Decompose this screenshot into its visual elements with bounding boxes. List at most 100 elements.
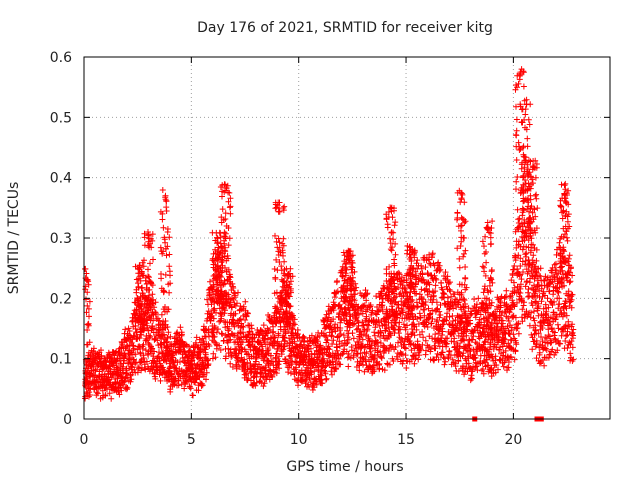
data-point bbox=[228, 303, 235, 310]
data-point bbox=[397, 326, 404, 333]
data-point bbox=[121, 357, 128, 364]
data-point bbox=[501, 329, 508, 336]
data-point bbox=[159, 210, 166, 217]
data-point bbox=[507, 344, 514, 351]
data-point bbox=[568, 304, 575, 311]
data-point bbox=[556, 284, 563, 291]
data-point bbox=[566, 252, 573, 259]
data-point bbox=[84, 289, 91, 296]
data-point bbox=[567, 278, 574, 285]
data-point bbox=[392, 240, 399, 247]
y-tick-label: 0.4 bbox=[50, 171, 72, 187]
data-point bbox=[427, 346, 434, 353]
data-point bbox=[526, 322, 533, 329]
data-point bbox=[423, 347, 429, 354]
data-point bbox=[408, 331, 415, 338]
data-point bbox=[307, 345, 314, 352]
data-point bbox=[404, 270, 411, 277]
data-point bbox=[462, 247, 469, 254]
data-point bbox=[405, 335, 412, 341]
data-point bbox=[540, 346, 547, 353]
data-point bbox=[213, 229, 220, 236]
data-point bbox=[433, 307, 440, 313]
data-point bbox=[459, 281, 465, 288]
data-point bbox=[458, 222, 465, 229]
data-point bbox=[484, 219, 491, 226]
data-point bbox=[433, 299, 440, 306]
data-point bbox=[480, 264, 487, 271]
data-point bbox=[460, 234, 467, 241]
data-point bbox=[345, 247, 352, 254]
data-point bbox=[84, 327, 91, 333]
data-point bbox=[291, 321, 298, 328]
data-point bbox=[163, 338, 170, 345]
data-point bbox=[563, 333, 569, 339]
data-point bbox=[319, 380, 326, 387]
data-point bbox=[462, 286, 469, 293]
data-point bbox=[533, 337, 540, 344]
data-point bbox=[570, 332, 577, 339]
data-point bbox=[520, 195, 527, 202]
data-point bbox=[560, 225, 567, 232]
data-point bbox=[512, 86, 519, 93]
data-point bbox=[167, 363, 174, 370]
data-point bbox=[243, 370, 250, 377]
data-point bbox=[570, 326, 577, 333]
data-point bbox=[467, 347, 474, 354]
data-point bbox=[129, 351, 135, 358]
data-point bbox=[328, 333, 335, 340]
data-point bbox=[330, 316, 337, 323]
data-point bbox=[513, 143, 520, 150]
data-point bbox=[418, 262, 425, 269]
data-point bbox=[390, 311, 397, 318]
data-point bbox=[391, 256, 398, 263]
data-point bbox=[218, 274, 225, 280]
data-point bbox=[419, 328, 426, 335]
data-point bbox=[225, 266, 232, 273]
data-point bbox=[408, 347, 415, 354]
data-point bbox=[437, 266, 444, 273]
data-point bbox=[238, 320, 245, 327]
data-point bbox=[333, 365, 340, 372]
data-point bbox=[225, 198, 232, 205]
data-point bbox=[509, 297, 516, 304]
data-point bbox=[227, 210, 234, 217]
data-point bbox=[317, 377, 324, 384]
data-point bbox=[200, 323, 207, 330]
data-point bbox=[502, 336, 509, 343]
data-point bbox=[553, 251, 560, 258]
data-point bbox=[164, 229, 171, 235]
data-point bbox=[436, 308, 443, 315]
data-point bbox=[533, 257, 540, 264]
data-point bbox=[147, 260, 153, 267]
data-point bbox=[278, 289, 285, 296]
data-point bbox=[314, 338, 321, 345]
data-point bbox=[135, 280, 141, 287]
data-point bbox=[412, 355, 419, 362]
data-point bbox=[218, 282, 224, 289]
data-point bbox=[387, 330, 394, 337]
data-point bbox=[108, 395, 115, 402]
data-point bbox=[419, 271, 426, 278]
data-point bbox=[140, 341, 147, 348]
data-point bbox=[282, 326, 289, 333]
data-point bbox=[399, 351, 406, 357]
data-point bbox=[139, 325, 146, 332]
data-point bbox=[285, 270, 292, 277]
data-point bbox=[354, 325, 361, 332]
data-point bbox=[515, 330, 522, 337]
data-point bbox=[526, 185, 533, 192]
data-point bbox=[432, 345, 439, 352]
data-point bbox=[465, 305, 472, 312]
data-point bbox=[109, 355, 116, 362]
data-point bbox=[508, 354, 515, 361]
data-point bbox=[145, 266, 151, 273]
data-point bbox=[152, 311, 159, 318]
data-point bbox=[329, 371, 335, 378]
data-point bbox=[513, 325, 520, 332]
data-point bbox=[441, 291, 448, 298]
data-point bbox=[407, 251, 413, 258]
data-point bbox=[164, 334, 171, 341]
data-point bbox=[313, 381, 320, 388]
data-point bbox=[569, 291, 576, 298]
